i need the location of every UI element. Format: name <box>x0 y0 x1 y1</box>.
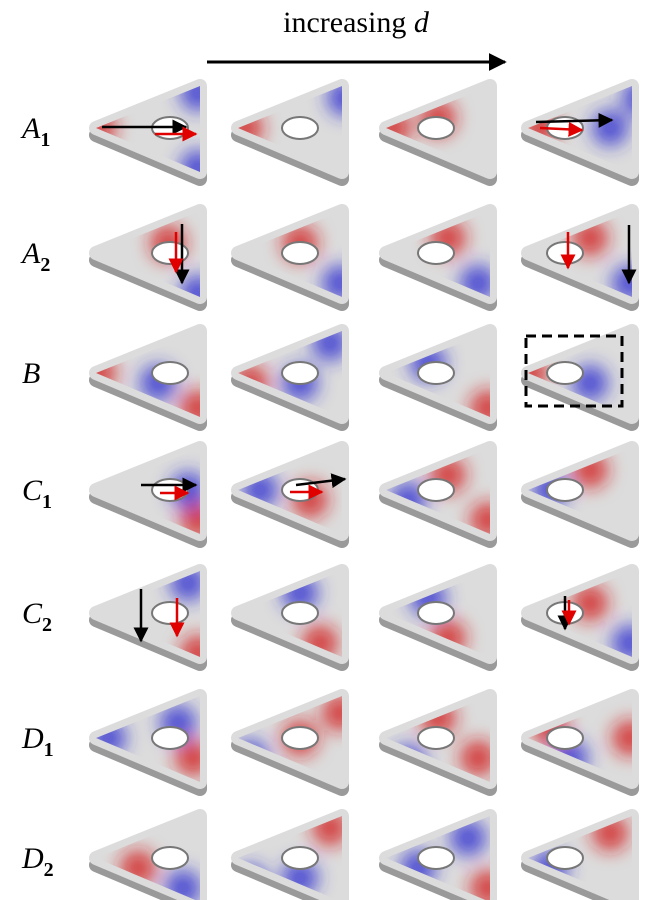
row-subscript: 1 <box>40 129 50 151</box>
particle <box>80 331 216 426</box>
particle <box>386 571 490 664</box>
particle <box>528 696 645 789</box>
particle <box>96 565 216 671</box>
particle <box>227 80 363 179</box>
hole <box>547 479 583 501</box>
particle <box>238 571 342 664</box>
particle <box>386 696 496 789</box>
particle <box>375 86 490 179</box>
row-subscript: 2 <box>44 859 54 881</box>
particle <box>232 325 348 424</box>
row-subscript: 2 <box>42 614 52 636</box>
hole <box>152 847 188 869</box>
hole <box>418 847 454 869</box>
particle <box>528 815 632 900</box>
hole <box>282 242 318 264</box>
hole <box>282 727 318 749</box>
header-text: increasing <box>283 6 406 39</box>
hole <box>282 602 318 624</box>
particle <box>90 696 211 789</box>
row-label: B <box>22 357 40 390</box>
row-label: A1 <box>20 112 50 151</box>
particle <box>96 211 216 311</box>
hole <box>418 242 454 264</box>
hole <box>152 727 188 749</box>
hole <box>418 479 454 501</box>
particle <box>386 448 506 541</box>
row-letter: A <box>20 237 41 270</box>
figure: increasing d A1A2BC1C2D1D2 <box>0 0 645 900</box>
particle <box>386 331 506 426</box>
particle <box>528 211 645 304</box>
row-letter: A <box>20 112 41 145</box>
hole <box>418 117 454 139</box>
particle <box>96 816 201 900</box>
header-variable: d <box>414 6 430 39</box>
hole <box>547 847 583 869</box>
hole <box>418 362 454 384</box>
particle <box>80 75 216 186</box>
hole <box>547 362 583 384</box>
particle <box>232 695 358 789</box>
particle <box>512 331 632 424</box>
row-letter: B <box>22 357 40 390</box>
hole <box>282 362 318 384</box>
particle <box>232 810 348 900</box>
particle <box>238 448 342 541</box>
hole <box>152 479 188 501</box>
row-letter: C <box>22 597 43 630</box>
particle <box>96 448 216 541</box>
hole <box>418 602 454 624</box>
row-label: A2 <box>20 237 50 276</box>
hole <box>152 602 188 624</box>
row-subscript: 2 <box>40 254 50 276</box>
row-label: C2 <box>22 597 52 636</box>
hole <box>282 117 318 139</box>
row-label: C1 <box>22 474 52 513</box>
row-letter: D <box>21 722 44 755</box>
header: increasing d <box>283 6 430 39</box>
hole <box>282 847 318 869</box>
particle <box>386 816 506 900</box>
particle <box>386 211 496 304</box>
hole <box>418 727 454 749</box>
particle <box>528 571 645 664</box>
hole <box>547 727 583 749</box>
row-letter: D <box>21 842 44 875</box>
hole <box>152 362 188 384</box>
row-label: D1 <box>21 722 54 761</box>
row-subscript: 1 <box>42 491 52 513</box>
particle <box>522 80 645 179</box>
hole <box>547 242 583 264</box>
row-label: D2 <box>21 842 54 881</box>
charge-spot <box>592 110 628 146</box>
row-subscript: 1 <box>44 739 54 761</box>
particle <box>528 448 632 541</box>
particle <box>238 211 358 304</box>
row-letter: C <box>22 474 43 507</box>
